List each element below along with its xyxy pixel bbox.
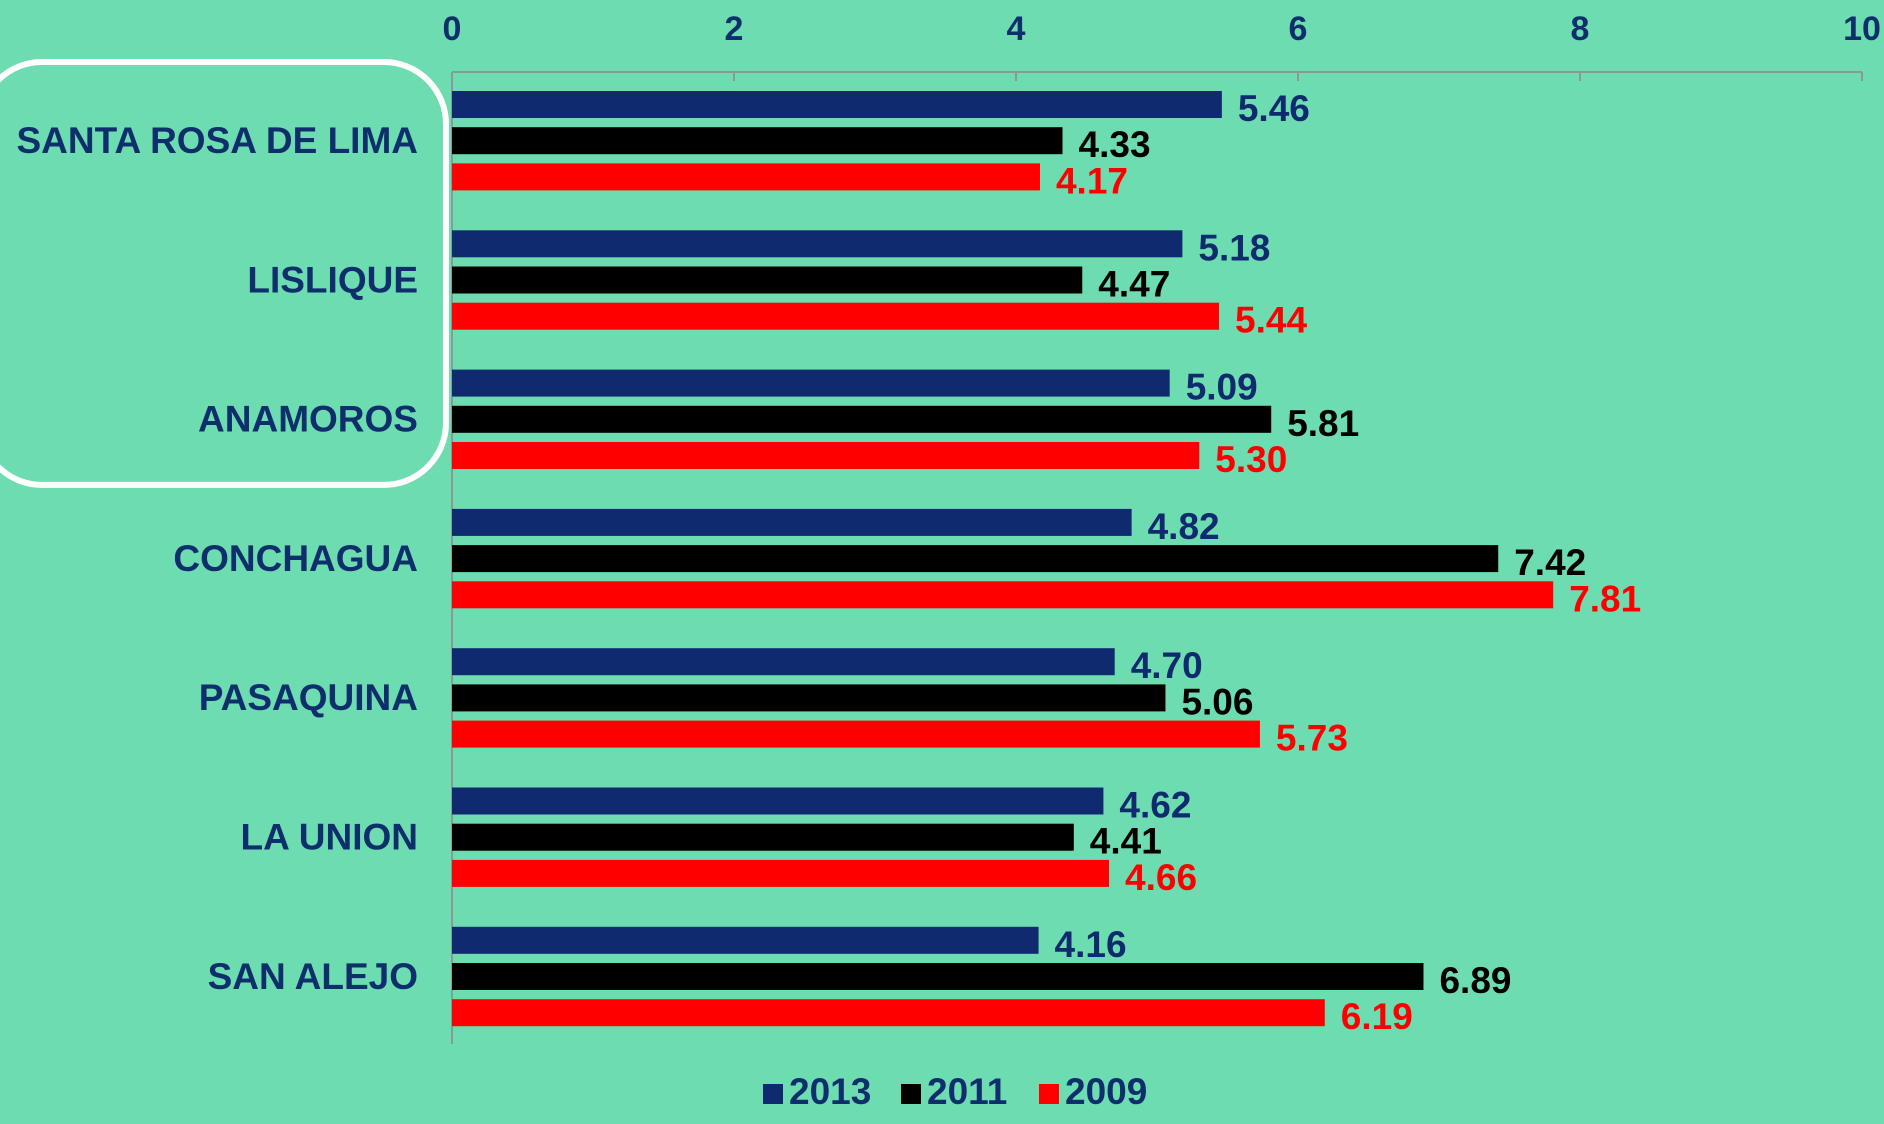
bar-2011 xyxy=(452,963,1424,990)
bar-2009 xyxy=(452,999,1325,1027)
highlight-box xyxy=(0,59,449,488)
category-label: ANAMOROS xyxy=(198,399,418,440)
bar-2009 xyxy=(452,163,1040,191)
data-label-2013: 4.82 xyxy=(1148,506,1220,547)
data-label-2011: 5.06 xyxy=(1181,681,1253,722)
data-label-2011: 4.41 xyxy=(1090,821,1162,862)
x-tick-label: 8 xyxy=(1571,10,1590,48)
data-label-2013: 5.18 xyxy=(1198,227,1270,268)
bar-2013 xyxy=(452,787,1104,815)
category-label: CONCHAGUA xyxy=(173,538,418,579)
bar-2009 xyxy=(452,720,1260,748)
legend-swatch-2013 xyxy=(763,1084,783,1104)
category-label: LISLIQUE xyxy=(247,259,418,300)
data-label-2011: 4.47 xyxy=(1098,264,1170,305)
bar-2011 xyxy=(452,684,1166,712)
data-label-2009: 4.66 xyxy=(1125,857,1197,898)
data-label-2009: 4.17 xyxy=(1056,160,1128,201)
data-label-2009: 5.30 xyxy=(1215,439,1287,480)
data-label-2013: 5.09 xyxy=(1186,367,1258,408)
data-label-2013: 4.70 xyxy=(1131,645,1203,686)
category-label: PASAQUINA xyxy=(199,677,418,718)
category-label: SANTA ROSA DE LIMA xyxy=(16,120,418,161)
bar-2011 xyxy=(452,545,1499,573)
bar-2013 xyxy=(452,508,1132,536)
data-label-2009: 6.19 xyxy=(1341,996,1413,1037)
data-label-2011: 7.42 xyxy=(1514,542,1586,583)
bar-2011 xyxy=(452,405,1272,433)
data-label-2013: 5.46 xyxy=(1238,88,1310,129)
legend-label-2009: 2009 xyxy=(1065,1071,1147,1112)
x-tick-label: 6 xyxy=(1289,10,1308,48)
x-tick-label: 10 xyxy=(1843,10,1881,48)
legend-swatch-2011 xyxy=(901,1084,921,1104)
data-label-2011: 6.89 xyxy=(1439,960,1511,1001)
data-label-2011: 4.33 xyxy=(1079,124,1151,165)
bar-2009 xyxy=(452,442,1200,469)
bar-2013 xyxy=(452,648,1115,676)
bar-2013 xyxy=(452,230,1183,258)
legend-label-2013: 2013 xyxy=(789,1071,871,1112)
category-label: SAN ALEJO xyxy=(208,956,418,997)
bar-2013 xyxy=(452,369,1170,397)
data-label-2013: 4.16 xyxy=(1055,924,1127,965)
data-label-2009: 7.81 xyxy=(1569,578,1641,619)
legend-label-2011: 2011 xyxy=(927,1071,1007,1112)
x-tick-label: 4 xyxy=(1007,10,1026,48)
bar-2013 xyxy=(452,91,1222,118)
category-label: LA UNION xyxy=(241,817,418,858)
data-label-2009: 5.73 xyxy=(1276,718,1348,759)
data-label-2009: 5.44 xyxy=(1235,300,1307,341)
bar-2009 xyxy=(452,859,1110,887)
data-label-2013: 4.62 xyxy=(1119,785,1191,826)
x-tick-label: 0 xyxy=(443,10,462,48)
data-label-2011: 5.81 xyxy=(1287,403,1359,444)
x-tick-label: 2 xyxy=(725,10,744,48)
bar-2009 xyxy=(452,581,1554,609)
bar-2011 xyxy=(452,127,1063,155)
bar-2013 xyxy=(452,926,1039,954)
bar-2011 xyxy=(452,266,1083,294)
bar-2009 xyxy=(452,302,1220,330)
bar-2011 xyxy=(452,823,1074,851)
legend-swatch-2009 xyxy=(1039,1084,1059,1104)
